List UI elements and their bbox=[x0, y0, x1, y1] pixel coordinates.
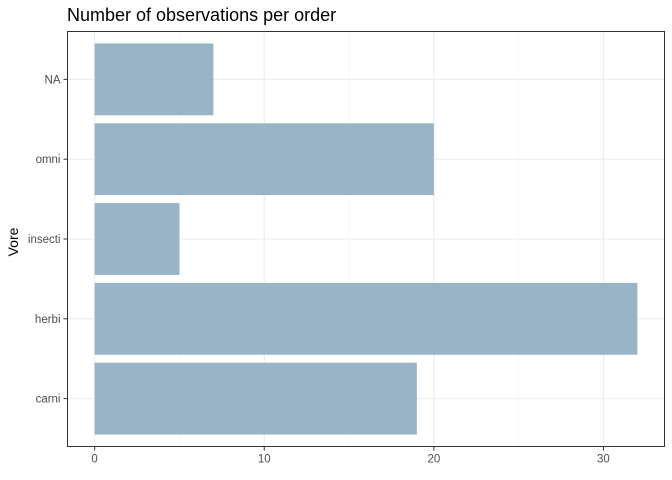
chart-title: Number of observations per order bbox=[67, 5, 336, 25]
y-tick-label: NA bbox=[45, 74, 61, 86]
bar-omni bbox=[94, 123, 434, 196]
x-tick-label: 20 bbox=[427, 454, 440, 466]
bar-NA bbox=[94, 43, 214, 116]
panel-border bbox=[67, 31, 665, 447]
bar-insecti bbox=[94, 203, 180, 275]
y-tick-label: omni bbox=[36, 154, 61, 166]
x-tick-label: 0 bbox=[91, 454, 97, 466]
y-tick-label: insecti bbox=[28, 234, 61, 246]
y-tick-label: herbi bbox=[35, 314, 61, 326]
x-tick-label: 10 bbox=[258, 454, 271, 466]
y-axis-label: Vore bbox=[5, 227, 21, 256]
x-tick-label: 30 bbox=[597, 454, 610, 466]
bar-herbi bbox=[94, 282, 638, 355]
y-tick-label: carni bbox=[36, 394, 61, 406]
bars bbox=[94, 43, 638, 435]
bar-carni bbox=[94, 362, 417, 435]
axes: 0 10 20 30 carni herbi insecti omni NA bbox=[28, 74, 610, 465]
